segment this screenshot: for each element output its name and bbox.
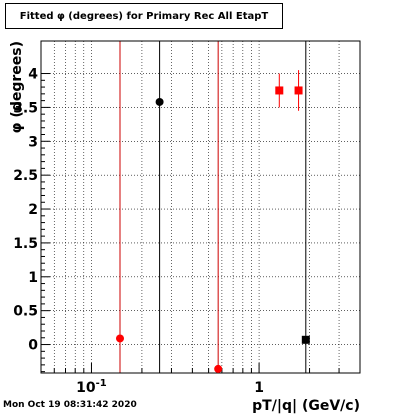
x-tick-label: 10-1 [76,378,107,396]
y-tick-label: 1 [28,270,38,286]
x-tick-labels: 10-1 1 [76,378,264,396]
data-points [115,70,310,373]
y-tick-label: 1.5 [13,236,38,252]
y-tick-label: 2 [28,202,38,218]
y-tick-label: 0 [28,338,38,354]
chart-title: Fitted φ (degrees) for Primary Rec All E… [19,10,269,22]
timestamp: Mon Oct 19 08:31:42 2020 [3,400,137,410]
square-marker [275,86,284,95]
square-marker [294,86,303,95]
y-tick-label: 4 [28,67,38,83]
x-tick-label: 1 [254,380,264,396]
y-axis-label: φ (degrees) [9,41,25,133]
circle-marker [214,364,223,373]
y-tick-label: 0.5 [13,304,38,320]
axis-ticks [40,73,361,373]
title-box: Fitted φ (degrees) for Primary Rec All E… [5,3,283,29]
circle-marker [155,97,164,106]
square-marker [301,335,310,344]
y-tick-labels: 0 0.5 1 1.5 2 2.5 3 3.5 4 [13,67,38,354]
y-tick-label: 3 [28,134,38,150]
plot-frame [40,40,361,374]
x-axis-label: pT/|q| (GeV/c) [252,398,360,414]
grid [40,41,361,373]
circle-marker [115,334,124,343]
y-tick-label: 2.5 [13,168,38,184]
vertical-lines [119,41,307,373]
y-tick-label: 3.5 [13,100,38,116]
